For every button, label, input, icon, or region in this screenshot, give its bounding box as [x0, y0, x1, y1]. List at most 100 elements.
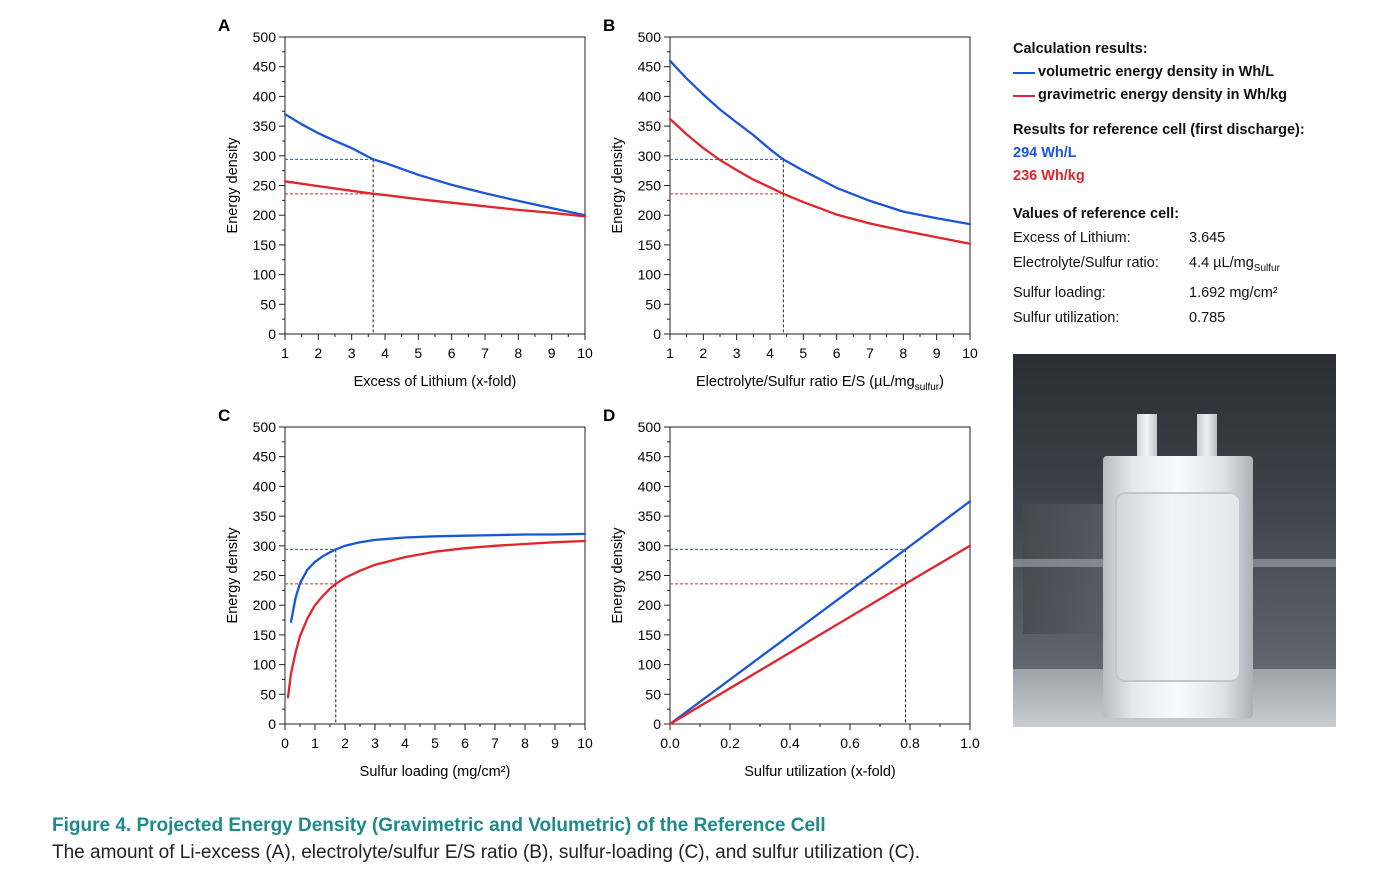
x-tick-label: 1 [666, 345, 674, 361]
x-tick-label: 3 [733, 345, 741, 361]
reference-row: Sulfur utilization: 0.785 [1013, 306, 1373, 331]
x-tick-label: 4 [401, 735, 409, 751]
y-tick-label: 0 [268, 716, 276, 732]
x-tick-label: 1 [281, 345, 289, 361]
calc-results-title: Calculation results: [1013, 41, 1148, 57]
y-tick-label: 50 [260, 296, 276, 312]
panel-letter: C [218, 406, 230, 425]
reference-row-value: 0.785 [1189, 309, 1226, 326]
x-tick-label: 3 [348, 345, 356, 361]
y-tick-label: 450 [638, 59, 662, 75]
y-tick-label: 400 [253, 478, 277, 494]
y-tick-label: 50 [260, 686, 276, 702]
chart-d: D 0 50 100 150 200 250 300 350 400 450 500 0.0 0.2 0.4… [603, 406, 980, 780]
series-line-volumetric [289, 532, 587, 623]
y-tick-label: 300 [638, 538, 662, 554]
y-tick-label: 100 [253, 267, 277, 283]
y-tick-label: 400 [638, 88, 662, 104]
y-tick-label: 150 [253, 627, 277, 643]
x-tick-label: 4 [381, 345, 389, 361]
reference-row-key: Sulfur utilization: [1013, 309, 1120, 326]
x-tick-label: 2 [699, 345, 707, 361]
x-tick-label: 8 [514, 345, 522, 361]
panel-letter: D [603, 406, 615, 425]
reference-row-value: 1.692 mg/cm² [1189, 284, 1278, 301]
legend-gravimetric-swatch [1013, 94, 1035, 97]
y-tick-label: 350 [638, 508, 662, 524]
x-tick-label: 0.6 [840, 735, 860, 751]
x-tick-label: 0.8 [900, 735, 920, 751]
y-tick-label: 400 [253, 88, 277, 104]
reference-row-key: Sulfur loading: [1013, 284, 1106, 301]
x-tick-label: 8 [899, 345, 907, 361]
panel-letter: B [603, 16, 615, 35]
reference-row: Electrolyte/Sulfur ratio: 4.4 µL/mgSulfu… [1013, 251, 1373, 281]
x-tick-label: 4 [766, 345, 774, 361]
y-axis-label: Energy density [225, 527, 241, 624]
legend-volumetric-swatch [1013, 71, 1035, 74]
reference-row-value: 3.645 [1189, 230, 1226, 246]
y-tick-label: 150 [253, 237, 277, 253]
x-axis-label: Excess of Lithium (x-fold) [354, 374, 517, 390]
pouch-cell [1103, 456, 1253, 718]
y-tick-label: 200 [638, 597, 662, 613]
y-tick-label: 350 [253, 118, 277, 134]
y-tick-label: 450 [253, 449, 277, 465]
x-tick-label: 10 [577, 345, 593, 361]
y-tick-label: 0 [653, 326, 661, 342]
y-tick-label: 100 [253, 657, 277, 673]
x-tick-label: 0.2 [720, 735, 740, 751]
x-tick-label: 5 [414, 345, 422, 361]
plot-frame [284, 36, 586, 335]
series-line-volumetric [668, 500, 972, 726]
x-tick-label: 10 [962, 345, 978, 361]
figure-caption: Figure 4. Projected Energy Density (Grav… [52, 812, 1352, 867]
y-tick-label: 350 [638, 118, 662, 134]
x-tick-label: 8 [521, 735, 529, 751]
series-line-gravimetric [668, 117, 972, 245]
chart-c: C 0 50 100 150 200 250 300 350 400 450 500 0 1 2 3 4 5 6 7 8… [218, 406, 593, 780]
cell-tab-right [1197, 414, 1217, 464]
y-tick-label: 450 [253, 59, 277, 75]
cell-tab-left [1137, 414, 1157, 464]
y-tick-label: 400 [638, 478, 662, 494]
x-tick-label: 9 [548, 345, 556, 361]
y-tick-label: 250 [638, 178, 662, 194]
series-line-volumetric [668, 59, 972, 226]
plot-frame [669, 426, 971, 725]
y-tick-label: 300 [638, 148, 662, 164]
y-tick-label: 150 [638, 237, 662, 253]
panel-letter: A [218, 16, 230, 35]
series-line-gravimetric [668, 544, 972, 726]
x-axis-label: Electrolyte/Sulfur ratio E/S (µL/mgsulfu… [696, 374, 944, 393]
legend-volumetric: volumetric energy density in Wh/L [1013, 61, 1373, 84]
legend-gravimetric-label: gravimetric energy density in Wh/kg [1038, 87, 1287, 103]
y-tick-label: 0 [268, 326, 276, 342]
y-tick-label: 500 [638, 419, 662, 435]
y-tick-label: 50 [645, 686, 661, 702]
y-tick-label: 500 [638, 29, 662, 45]
y-tick-label: 50 [645, 296, 661, 312]
x-tick-label: 2 [314, 345, 322, 361]
x-tick-label: 9 [933, 345, 941, 361]
y-tick-label: 0 [653, 716, 661, 732]
reference-volumetric-value: 294 Wh/L [1013, 145, 1077, 161]
caption-text: The amount of Li-excess (A), electrolyte… [52, 842, 920, 863]
y-tick-label: 100 [638, 267, 662, 283]
series-line-gravimetric [283, 180, 587, 218]
x-tick-label: 6 [448, 345, 456, 361]
reference-results-title: Results for reference cell (first discha… [1013, 122, 1305, 138]
x-tick-label: 0.4 [780, 735, 800, 751]
x-tick-label: 9 [551, 735, 559, 751]
y-tick-label: 500 [253, 29, 277, 45]
reference-gravimetric-value: 236 Wh/kg [1013, 168, 1085, 184]
reference-row: Sulfur loading: 1.692 mg/cm² [1013, 281, 1373, 306]
x-tick-label: 2 [341, 735, 349, 751]
plot-frame [669, 36, 971, 335]
series-line-gravimetric [286, 539, 587, 699]
x-tick-label: 7 [866, 345, 874, 361]
reference-row-key: Electrolyte/Sulfur ratio: [1013, 255, 1159, 271]
y-tick-label: 250 [253, 178, 277, 194]
y-tick-label: 200 [253, 597, 277, 613]
